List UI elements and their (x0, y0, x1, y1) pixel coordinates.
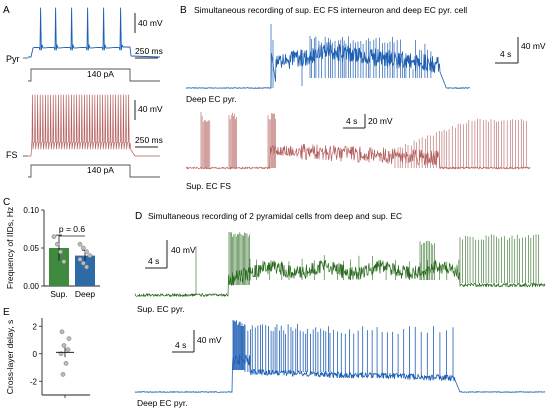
c-y-tick-label: 0.10 (23, 206, 39, 215)
fs-scale-ms: 250 ms (135, 135, 163, 145)
e-data-point (63, 361, 69, 366)
panel-a-letter: A (3, 5, 10, 16)
c-data-point (80, 260, 86, 266)
e-data-point (59, 329, 65, 335)
c-data-point (87, 253, 93, 258)
c-data-point (84, 264, 89, 270)
sup-ec-fs-label-b: Sup. EC FS (186, 181, 231, 191)
deep-ec-pyr-trace-b (185, 24, 470, 89)
c-data-point (80, 245, 86, 251)
c-y-axis-label: Frequency of IIDs, Hz (5, 207, 15, 289)
sup-ec-fs-trace-b (185, 112, 531, 170)
deep-ec-pyr-label-d: Deep EC pyr. (137, 398, 188, 408)
panel-b-letter: B (180, 5, 187, 16)
sup-ec-scale-s-d: 4 s (148, 256, 159, 266)
c-data-point (58, 249, 63, 255)
fs-scalebar (134, 100, 158, 148)
fs-trace (28, 94, 160, 157)
deep-ec-scalebar-d (172, 330, 195, 353)
sup-ec-pyr-trace-d (134, 232, 546, 297)
deep-ec-scale-mv-d: 40 mV (197, 335, 222, 345)
panel-d-letter: D (135, 211, 142, 222)
sup-ec-scalebar-b (343, 114, 366, 129)
pyr-current-step (28, 68, 160, 82)
fs-scale-mv: 40 mV (138, 104, 163, 114)
c-data-point (51, 234, 57, 239)
c-data-point (84, 249, 89, 255)
c-y-tick-label: 0.00 (23, 282, 39, 291)
e-y-tick-label: 2 (33, 322, 38, 331)
sup-ec-scale-s-b: 4 s (346, 116, 357, 126)
e-y-tick-label: 0 (33, 350, 38, 359)
sup-ec-scale-mv-d: 40 mV (171, 245, 196, 255)
panel-c-letter: C (3, 197, 10, 208)
e-data-point (65, 347, 71, 352)
panel-e-letter: E (3, 307, 10, 318)
pyr-step-label: 140 pA (87, 69, 114, 79)
deep-ec-pyr-label-b: Deep EC pyr. (186, 94, 237, 104)
c-data-point (61, 259, 67, 265)
c-data-point (77, 257, 83, 262)
deep-ec-scale-s-d: 4 s (175, 340, 186, 350)
pyr-scalebar (134, 13, 158, 59)
panel-e-chart: 2 0 -2 Cross-layer delay, s (5, 318, 90, 398)
c-category-label: Sup. (50, 289, 68, 299)
panel-c-chart: 0.00 0.05 0.10 Frequency of IIDs, Hz Sup. Dee… (5, 206, 100, 299)
pyr-trace (28, 7, 161, 58)
panel-d-title: Simultaneous recording of 2 pyramidal ce… (148, 211, 402, 221)
e-data-point (66, 336, 72, 341)
e-data-point (60, 372, 66, 377)
c-data-point (77, 241, 83, 247)
fs-step-label: 140 pA (87, 165, 114, 175)
fs-current-step (28, 164, 160, 178)
pyr-label: Pyr (6, 54, 20, 64)
c-category-label: Deep (75, 289, 96, 299)
sup-ec-scale-mv-b: 20 mV (368, 116, 393, 126)
c-y-tick-label: 0.05 (23, 244, 39, 253)
e-y-axis-label: Cross-layer delay, s (5, 320, 15, 394)
fs-label: FS (6, 150, 18, 160)
e-y-tick-label: -2 (30, 377, 38, 386)
deep-ec-scale-mv-b: 40 mV (521, 41, 546, 51)
panel-b-title: Simultaneous recording of sup. EC FS int… (194, 5, 467, 15)
sup-ec-scalebar-d (145, 240, 168, 269)
pyr-scale-mv: 40 mV (138, 18, 163, 28)
e-data-point (61, 343, 67, 348)
deep-ec-scalebar-b (495, 37, 519, 64)
c-data-point (54, 241, 60, 247)
deep-ec-scale-s-b: 4 s (500, 49, 511, 59)
c-bar (49, 248, 69, 286)
pyr-scale-ms: 250 ms (135, 46, 163, 56)
deep-ec-pyr-trace-d (134, 320, 546, 393)
c-bar (75, 255, 95, 286)
c-pvalue-label: p = 0.6 (59, 224, 86, 234)
sup-ec-pyr-label-d: Sup. EC pyr. (137, 304, 185, 314)
